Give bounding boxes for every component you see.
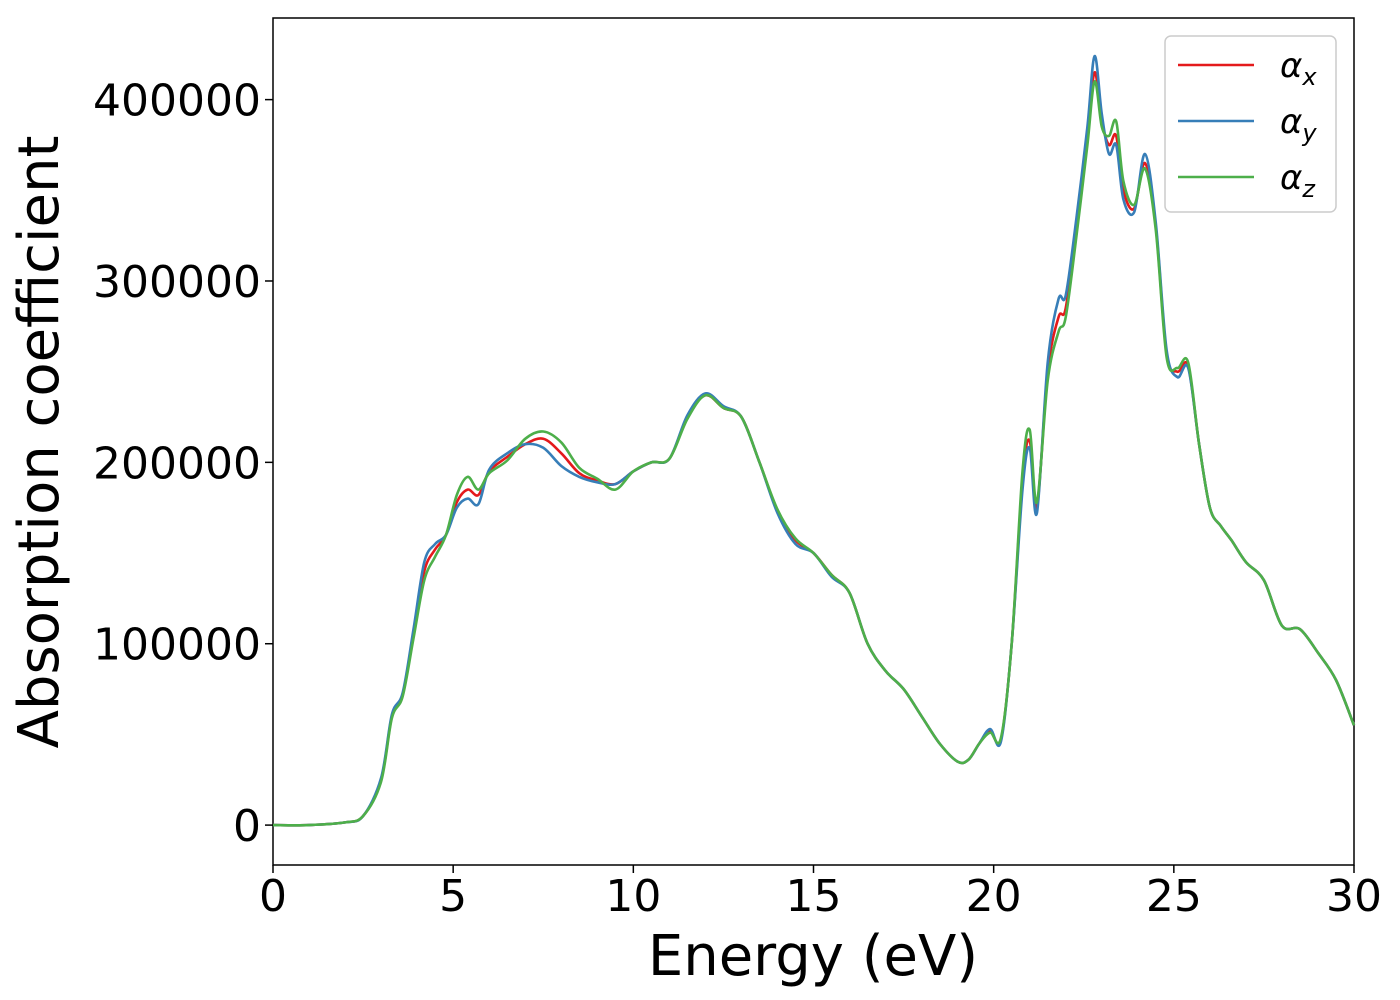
y-tick-label: 400000 — [93, 76, 261, 127]
series-layer — [272, 54, 1356, 827]
legend-box — [1164, 35, 1337, 213]
legend-label: αy — [1280, 102, 1317, 147]
x-tick-label: 20 — [966, 871, 1022, 922]
y-tick-label: 100000 — [93, 620, 261, 671]
y-axis-label: Absorption coefficient — [7, 136, 72, 749]
series-line-3 — [272, 80, 1356, 827]
y-tick-label: 0 — [233, 801, 261, 852]
x-axis-label: Energy (eV) — [648, 924, 978, 989]
y-axis-ticks: 0 100000 200000 300000 400000 — [93, 76, 273, 852]
x-tick-label: 5 — [439, 871, 467, 922]
x-tick-label: 0 — [259, 871, 287, 922]
legend-label: αz — [1280, 158, 1316, 203]
legend-label: αx — [1280, 46, 1317, 91]
x-tick-label: 30 — [1326, 871, 1382, 922]
legend: αx αy αz — [1164, 35, 1337, 213]
y-tick-label: 200000 — [93, 438, 261, 489]
y-tick-label: 300000 — [93, 257, 261, 308]
x-axis-ticks: 0 5 10 15 20 25 30 — [259, 865, 1382, 922]
x-tick-label: 15 — [786, 871, 842, 922]
x-tick-label: 10 — [605, 871, 661, 922]
x-tick-label: 25 — [1146, 871, 1202, 922]
